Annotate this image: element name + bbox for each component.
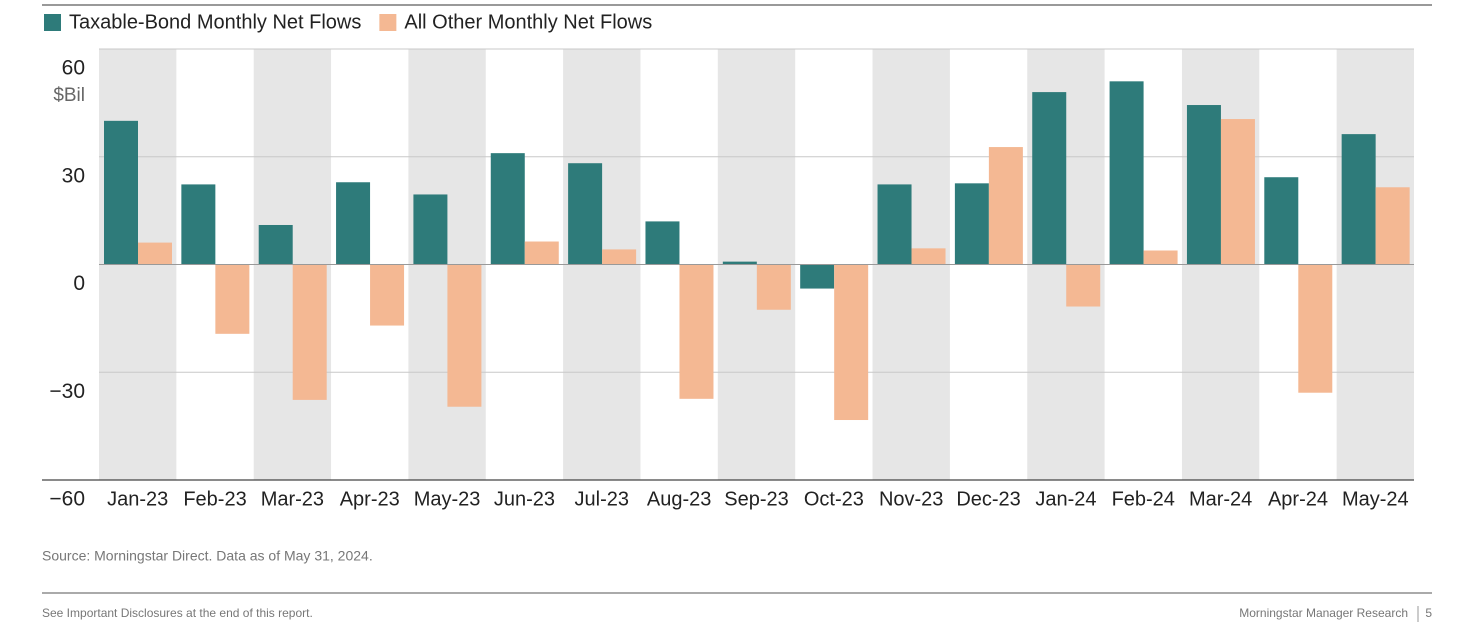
y-tick-label: 60 bbox=[62, 57, 85, 80]
x-tick-label: Apr-23 bbox=[340, 488, 400, 510]
x-tick-label: Oct-23 bbox=[804, 488, 864, 510]
bar bbox=[258, 224, 293, 265]
bar bbox=[1375, 187, 1410, 265]
bar bbox=[988, 147, 1023, 265]
y-unit: $Bil bbox=[53, 85, 85, 106]
bar bbox=[1341, 134, 1376, 265]
x-tick-label: Mar-23 bbox=[261, 488, 324, 510]
bar bbox=[1032, 92, 1067, 265]
y-tick-label: −30 bbox=[49, 380, 85, 403]
x-tick-label: Feb-23 bbox=[183, 488, 246, 510]
bar bbox=[413, 194, 448, 265]
legend-swatch bbox=[44, 14, 61, 31]
y-tick-label: 30 bbox=[62, 164, 85, 187]
x-tick-label: Jul-23 bbox=[575, 488, 629, 510]
x-tick-label: Sep-23 bbox=[724, 488, 789, 510]
x-tick-label: Jan-23 bbox=[107, 488, 168, 510]
y-tick-label: −60 bbox=[49, 488, 85, 511]
bar bbox=[911, 248, 946, 265]
bar bbox=[370, 264, 405, 326]
x-tick-label: Dec-23 bbox=[956, 488, 1020, 510]
footer-left: See Important Disclosures at the end of … bbox=[42, 606, 313, 620]
y-tick-label: 0 bbox=[73, 272, 85, 295]
bar bbox=[954, 183, 989, 265]
footer-right: Morningstar Manager Research bbox=[1239, 606, 1408, 620]
legend-label: Taxable-Bond Monthly Net Flows bbox=[69, 11, 361, 33]
bar bbox=[645, 221, 680, 265]
bar bbox=[1143, 250, 1178, 265]
bar bbox=[800, 264, 835, 289]
bar bbox=[524, 241, 559, 265]
x-tick-label: Apr-24 bbox=[1268, 488, 1328, 510]
bar bbox=[756, 264, 791, 310]
x-tick-label: Mar-24 bbox=[1189, 488, 1252, 510]
legend-swatch bbox=[379, 14, 397, 31]
legend-label: All Other Monthly Net Flows bbox=[404, 11, 652, 33]
bar bbox=[568, 163, 603, 265]
x-tick-label: Jan-24 bbox=[1035, 488, 1096, 510]
x-tick-label: Jun-23 bbox=[494, 488, 555, 510]
bar bbox=[834, 264, 869, 421]
x-tick-label: Feb-24 bbox=[1112, 488, 1175, 510]
x-tick-label: Nov-23 bbox=[879, 488, 943, 510]
x-tick-label: May-23 bbox=[414, 488, 481, 510]
bar bbox=[1264, 177, 1299, 265]
bar bbox=[1066, 264, 1101, 307]
bar bbox=[138, 242, 172, 265]
x-tick-label: May-24 bbox=[1342, 488, 1409, 510]
bar bbox=[1298, 264, 1333, 393]
bar bbox=[1220, 119, 1255, 265]
bar bbox=[181, 184, 216, 265]
bar bbox=[104, 120, 138, 265]
bar bbox=[1186, 105, 1221, 265]
bar bbox=[877, 184, 912, 265]
bar bbox=[490, 153, 525, 265]
bar bbox=[722, 261, 757, 265]
bar bbox=[602, 249, 637, 265]
x-tick-label: Aug-23 bbox=[647, 488, 712, 510]
bar bbox=[292, 264, 327, 400]
page-number: 5 bbox=[1425, 606, 1432, 620]
bar bbox=[1109, 81, 1144, 265]
source-note: Source: Morningstar Direct. Data as of M… bbox=[42, 548, 373, 564]
bar bbox=[336, 182, 371, 265]
bar bbox=[679, 264, 714, 399]
bar bbox=[215, 264, 250, 334]
bar bbox=[447, 264, 482, 407]
